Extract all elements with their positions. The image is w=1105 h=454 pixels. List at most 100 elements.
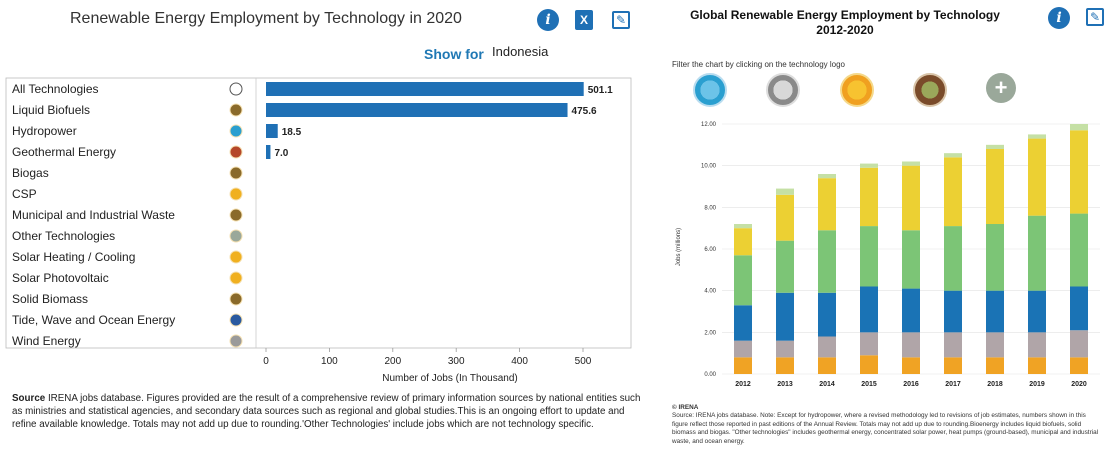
- source-label: Source: [12, 393, 46, 404]
- bar[interactable]: [266, 103, 568, 117]
- stack-segment[interactable]: [860, 286, 878, 333]
- horizontal-bar-chart: All Technologies Liquid Biofuels Hydropowe…: [5, 77, 632, 384]
- x-tick-label: 2019: [1029, 381, 1045, 388]
- technology-icon: [229, 313, 243, 327]
- stack-segment[interactable]: [1028, 290, 1046, 333]
- global-employment-panel: Global Renewable Energy Employment by Te…: [660, 0, 1105, 454]
- stack-segment[interactable]: [818, 178, 836, 231]
- stack-segment[interactable]: [944, 332, 962, 358]
- edit-icon[interactable]: ✎: [612, 11, 630, 29]
- copyright: © IRENA: [672, 404, 699, 411]
- technology-icon: [229, 145, 243, 159]
- solar-filter-icon[interactable]: [840, 73, 874, 107]
- stack-segment[interactable]: [1070, 357, 1088, 374]
- stack-segment[interactable]: [902, 165, 920, 231]
- bioenergy-filter-icon[interactable]: [913, 73, 947, 107]
- chart-title: Renewable Energy Employment by Technolog…: [70, 10, 462, 27]
- stack-segment[interactable]: [1028, 332, 1046, 358]
- technology-icon: [229, 124, 243, 138]
- stack-segment[interactable]: [860, 332, 878, 356]
- stack-segment[interactable]: [776, 188, 794, 195]
- stack-segment[interactable]: [944, 153, 962, 158]
- stack-segment[interactable]: [776, 357, 794, 374]
- value-label: 501.1: [588, 85, 613, 96]
- stack-segment[interactable]: [818, 174, 836, 179]
- stack-segment[interactable]: [986, 224, 1004, 291]
- stack-segment[interactable]: [1070, 130, 1088, 214]
- stack-segment[interactable]: [860, 163, 878, 168]
- stack-segment[interactable]: [944, 290, 962, 333]
- y-tick-label: 6.00: [704, 247, 716, 253]
- other-technologies-filter-icon[interactable]: +: [986, 73, 1016, 103]
- plot-frame: [5, 77, 632, 349]
- bar[interactable]: [266, 145, 271, 159]
- hydropower-filter-icon[interactable]: [693, 73, 727, 107]
- stack-segment[interactable]: [734, 305, 752, 341]
- stack-segment[interactable]: [944, 157, 962, 227]
- stack-segment[interactable]: [1028, 215, 1046, 291]
- value-label: 7.0: [274, 148, 288, 159]
- excel-icon[interactable]: X: [575, 10, 593, 30]
- bar[interactable]: [266, 124, 278, 138]
- stack-segment[interactable]: [734, 340, 752, 358]
- stack-segment[interactable]: [776, 340, 794, 358]
- edit-icon[interactable]: ✎: [1086, 8, 1104, 26]
- stack-segment[interactable]: [1070, 286, 1088, 331]
- stack-segment[interactable]: [1070, 330, 1088, 358]
- global-chart-title: Global Renewable Energy Employment by Te…: [660, 8, 1030, 38]
- stacked-bar-chart: 0.00 2.00 4.00 6.00 8.00 10.00 12.00 2012 2013 2…: [676, 122, 1100, 388]
- stack-segment[interactable]: [734, 224, 752, 229]
- stack-segment[interactable]: [818, 357, 836, 374]
- stack-segment[interactable]: [1028, 134, 1046, 139]
- stack-segment[interactable]: [902, 161, 920, 166]
- y-tick-label: 4.00: [704, 289, 716, 295]
- global-source-note: © IRENA Source: IRENA jobs database. Note…: [672, 404, 1102, 446]
- stack-segment[interactable]: [818, 336, 836, 358]
- stack-segment[interactable]: [986, 149, 1004, 224]
- stack-segment[interactable]: [902, 288, 920, 333]
- x-tick-label: 2015: [861, 381, 877, 388]
- stack-segment[interactable]: [734, 357, 752, 374]
- category-label: Hydropower: [12, 124, 77, 138]
- stack-segment[interactable]: [776, 240, 794, 293]
- employment-2020-panel: Renewable Energy Employment by Technolog…: [5, 9, 641, 430]
- stack-segment[interactable]: [902, 230, 920, 289]
- stack-segment[interactable]: [944, 226, 962, 291]
- stack-segment[interactable]: [986, 144, 1004, 149]
- stack-segment[interactable]: [776, 194, 794, 241]
- stack-segment[interactable]: [944, 357, 962, 374]
- wind-filter-icon[interactable]: [766, 73, 800, 107]
- info-icon[interactable]: i: [537, 9, 559, 31]
- stack-segment[interactable]: [902, 332, 920, 358]
- stack-segment[interactable]: [734, 228, 752, 256]
- value-label: 475.6: [572, 106, 597, 117]
- category-label: All Technologies: [12, 82, 99, 96]
- technology-icon: [229, 103, 243, 117]
- x-tick-label: 2020: [1071, 381, 1087, 388]
- stack-segment[interactable]: [1070, 213, 1088, 287]
- info-icon[interactable]: i: [1048, 7, 1070, 29]
- category-label: Solar Photovoltaic: [12, 271, 109, 285]
- country-selector[interactable]: Indonesia: [492, 44, 549, 59]
- stack-segment[interactable]: [1070, 124, 1088, 131]
- technology-icon: [229, 292, 243, 306]
- stack-segment[interactable]: [1028, 357, 1046, 374]
- stack-segment[interactable]: [818, 292, 836, 337]
- category-label: Liquid Biofuels: [12, 103, 90, 117]
- stack-segment[interactable]: [860, 226, 878, 287]
- stack-segment[interactable]: [986, 290, 1004, 333]
- stack-segment[interactable]: [902, 357, 920, 374]
- stack-segment[interactable]: [860, 355, 878, 374]
- global-source-text: Source: IRENA jobs database. Note: Excep…: [672, 412, 1099, 445]
- stack-segment[interactable]: [734, 255, 752, 306]
- stack-segment[interactable]: [860, 167, 878, 227]
- y-axis-label: Jobs (millions): [676, 228, 682, 266]
- technology-icon: [229, 250, 243, 264]
- stack-segment[interactable]: [1028, 138, 1046, 216]
- source-text: IRENA jobs database. Figures provided ar…: [12, 393, 641, 430]
- bar[interactable]: [266, 82, 584, 96]
- stack-segment[interactable]: [818, 230, 836, 293]
- stack-segment[interactable]: [986, 357, 1004, 374]
- stack-segment[interactable]: [776, 292, 794, 341]
- stack-segment[interactable]: [986, 332, 1004, 358]
